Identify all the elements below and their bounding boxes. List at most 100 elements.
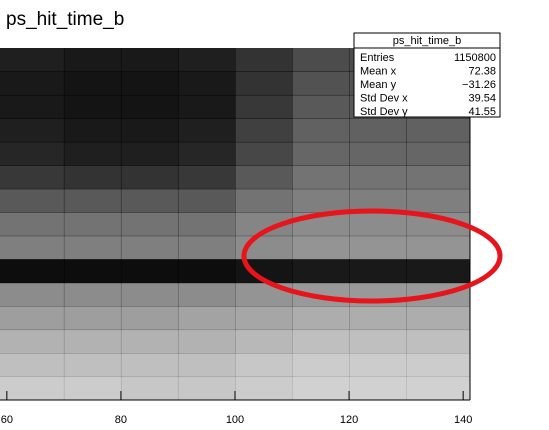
- density-cell: [0, 141, 65, 166]
- density-cell: [177, 353, 236, 378]
- density-cell: [0, 376, 65, 401]
- density-cell: [63, 94, 122, 119]
- density-cell: [349, 376, 407, 401]
- density-cell: [406, 141, 471, 166]
- density-cell: [177, 188, 236, 213]
- density-cell: [292, 71, 350, 96]
- stats-frame: [353, 32, 501, 118]
- density-cell: [0, 94, 65, 119]
- density-cell: [235, 48, 293, 72]
- density-cell: [292, 329, 350, 354]
- stats-name: Std Dev y: [360, 106, 408, 118]
- density-cell: [0, 165, 65, 190]
- density-cell: [63, 165, 122, 190]
- density-cell: [292, 353, 350, 378]
- density-cell: [63, 259, 122, 284]
- density-cell: [406, 165, 471, 190]
- density-cell: [235, 376, 293, 401]
- density-cell: [63, 141, 122, 166]
- stats-box: ps_hit_time_b Entries 1150800 Mean x 72.38 M…: [353, 32, 501, 118]
- density-cell: [349, 259, 407, 284]
- density-cell: [63, 71, 122, 96]
- density-cell: [177, 94, 236, 119]
- x-tick-label: 60: [1, 414, 13, 426]
- density-cell: [292, 141, 350, 166]
- density-cell: [406, 376, 471, 401]
- stats-title: ps_hit_time_b: [393, 35, 462, 47]
- density-cell: [406, 329, 471, 354]
- density-cell: [120, 188, 179, 213]
- density-cell: [177, 118, 236, 143]
- density-cell: [177, 282, 236, 307]
- density-cell: [177, 329, 236, 354]
- density-cell: [0, 71, 65, 96]
- density-cell: [292, 306, 350, 331]
- x-tick-label: 120: [340, 414, 358, 426]
- stats-value: 1150800: [454, 52, 496, 64]
- density-cell: [120, 306, 179, 331]
- stats-name: Entries: [360, 52, 395, 64]
- density-cell: [235, 306, 293, 331]
- density-cell: [0, 235, 65, 260]
- density-cell: [349, 306, 407, 331]
- density-cell: [177, 48, 236, 72]
- density-cell: [406, 353, 471, 378]
- density-cell: [120, 353, 179, 378]
- stats-value: 72.38: [468, 65, 496, 77]
- density-cell: [120, 212, 179, 237]
- density-cell: [0, 212, 65, 237]
- chart-title: ps_hit_time_b: [6, 9, 124, 30]
- density-cell: [63, 212, 122, 237]
- density-cell: [349, 235, 407, 260]
- density-cell: [292, 118, 350, 143]
- x-tick-label: 80: [115, 414, 127, 426]
- density-cell: [235, 71, 293, 96]
- density-cell: [349, 353, 407, 378]
- density-cell: [292, 188, 350, 213]
- density-cell: [63, 329, 122, 354]
- density-cell: [63, 118, 122, 143]
- x-tick-label: 140: [454, 414, 472, 426]
- stats-name: Mean x: [360, 65, 397, 77]
- stats-value: −31.26: [462, 79, 496, 91]
- density-cell: [63, 306, 122, 331]
- density-cell: [0, 329, 65, 354]
- density-cell: [120, 259, 179, 284]
- density-cell: [120, 235, 179, 260]
- stats-value: 39.54: [468, 92, 496, 104]
- density-cell: [120, 94, 179, 119]
- density-cell: [177, 165, 236, 190]
- density-cell: [63, 282, 122, 307]
- density-cell: [0, 353, 65, 378]
- density-cell: [292, 165, 350, 190]
- density-cell: [0, 188, 65, 213]
- density-cell: [349, 212, 407, 237]
- density-cell: [120, 165, 179, 190]
- density-cell: [120, 329, 179, 354]
- density-cell: [63, 188, 122, 213]
- density-cell: [177, 376, 236, 401]
- density-cell: [0, 259, 65, 284]
- density-cell: [349, 118, 407, 143]
- density-cell: [120, 71, 179, 96]
- density-cell: [235, 165, 293, 190]
- density-cell: [177, 306, 236, 331]
- density-cell: [406, 306, 471, 331]
- density-cell: [406, 259, 471, 284]
- density-cell: [292, 259, 350, 284]
- density-cell: [177, 259, 236, 284]
- density-cell: [63, 235, 122, 260]
- density-cell: [292, 94, 350, 119]
- density-cell: [235, 329, 293, 354]
- density-cell: [120, 48, 179, 72]
- density-cell: [235, 94, 293, 119]
- density-cell: [235, 188, 293, 213]
- density-cell: [349, 165, 407, 190]
- density-cell: [0, 48, 65, 72]
- density-cell: [120, 118, 179, 143]
- density-cell: [406, 188, 471, 213]
- density-cell: [235, 212, 293, 237]
- density-cell: [120, 141, 179, 166]
- density-cell: [120, 282, 179, 307]
